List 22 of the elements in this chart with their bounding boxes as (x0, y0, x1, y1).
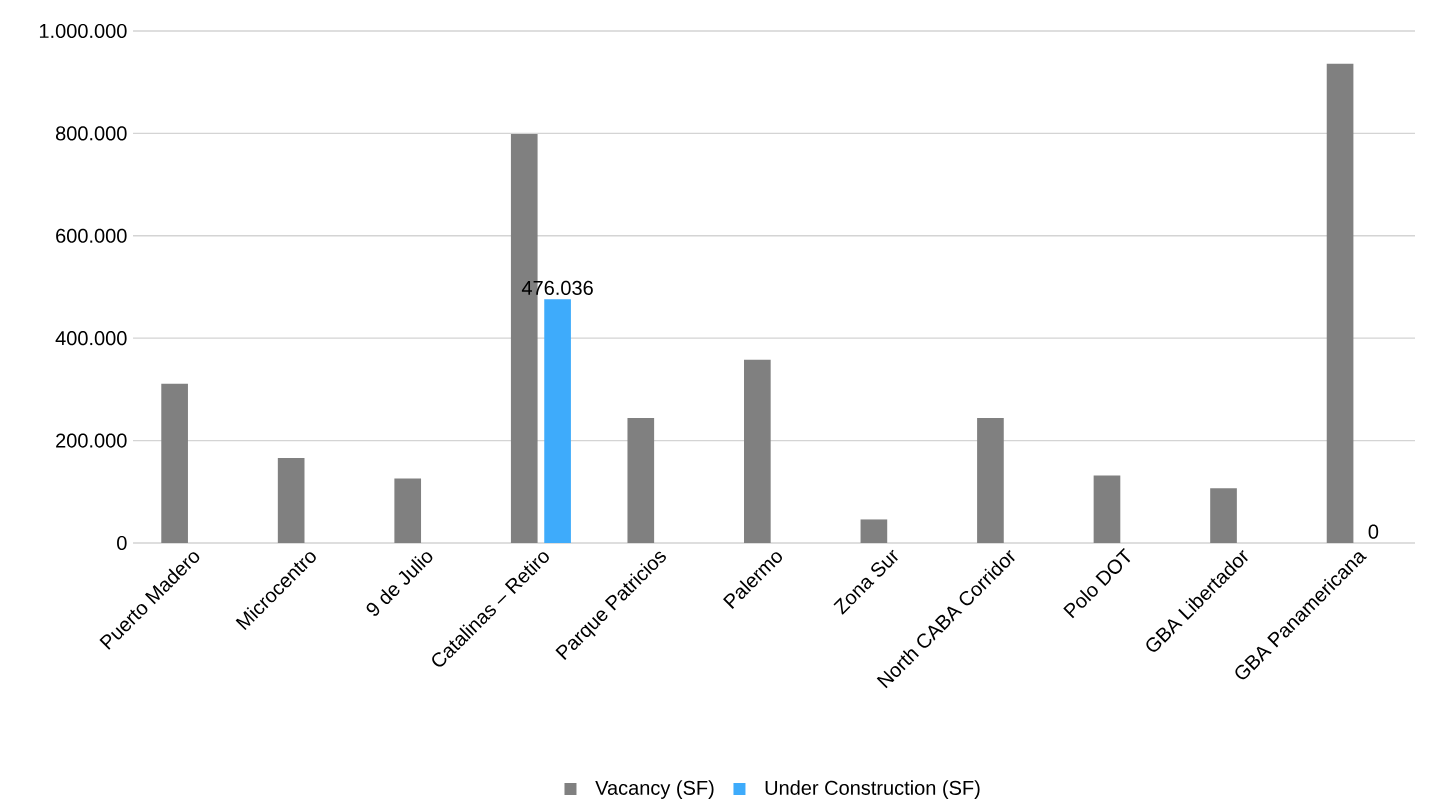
y-tick-label: 200.000 (56, 433, 127, 448)
y-tick-label: 0 (117, 535, 127, 551)
bar (627, 418, 655, 543)
data-label: 0 (1368, 524, 1379, 539)
y-tick-label: 1.000.000 (39, 23, 127, 39)
bar (860, 519, 888, 543)
legend-label: Under Construction (SF) (765, 780, 980, 799)
bar (744, 359, 771, 543)
y-tick-label: 800.000 (55, 126, 127, 141)
x-tick-label: 9 de Julio (366, 552, 433, 616)
y-tick-label: 600.000 (56, 228, 127, 243)
y-tick-label: 400.000 (55, 331, 127, 346)
bar (1210, 488, 1237, 543)
bar (1326, 63, 1354, 543)
bar (544, 299, 571, 543)
bar (1093, 475, 1121, 543)
bar (977, 418, 1004, 543)
bar (161, 383, 188, 543)
legend-label: Vacancy (SF) (595, 780, 714, 799)
bar (394, 478, 422, 543)
bar (277, 458, 305, 543)
data-label: 476.036 (521, 280, 593, 295)
